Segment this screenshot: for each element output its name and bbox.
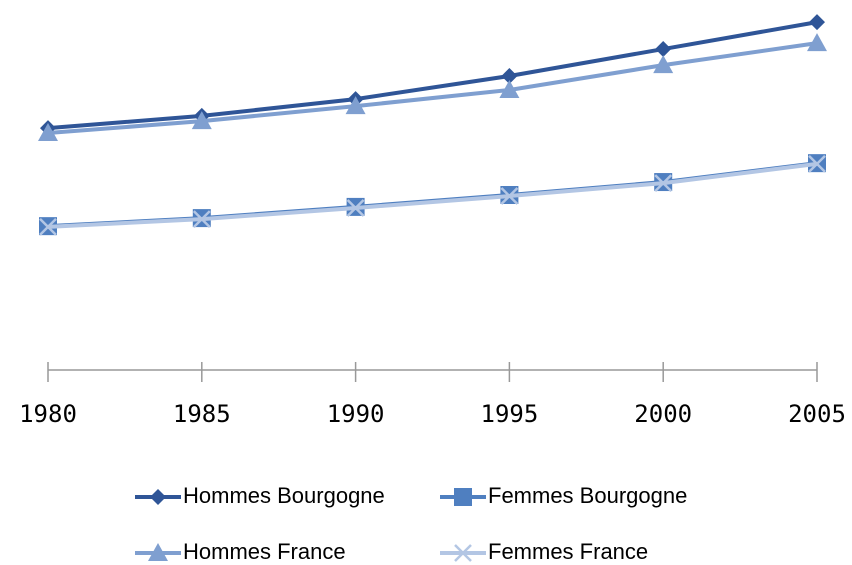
marker (191, 111, 212, 130)
marker (809, 14, 825, 31)
marker (499, 80, 520, 98)
x-tick-label: 2000 (634, 400, 692, 428)
marker (148, 543, 168, 561)
marker (346, 199, 365, 217)
legend-label: Hommes France (183, 539, 346, 564)
series-line (47, 161, 818, 229)
marker (39, 217, 57, 236)
series-line (47, 20, 818, 131)
marker (454, 488, 472, 506)
marker (501, 68, 518, 84)
marker (500, 187, 519, 205)
legend-label: Femmes Bourgogne (488, 483, 687, 508)
marker (655, 41, 672, 58)
series-line (47, 41, 818, 136)
marker (150, 489, 166, 505)
x-tick-label: 1990 (327, 400, 385, 428)
marker (345, 96, 366, 115)
marker (808, 154, 826, 173)
marker (38, 123, 58, 142)
series-line (47, 161, 818, 229)
x-tick-label: 1980 (19, 400, 77, 428)
legend-label: Hommes Bourgogne (183, 483, 385, 508)
x-tick-label: 1985 (173, 400, 231, 428)
marker (454, 544, 472, 562)
marker (653, 55, 674, 74)
x-tick-label: 2005 (788, 400, 846, 428)
marker (192, 210, 211, 229)
x-tick-label: 1995 (481, 400, 539, 428)
legend-label: Femmes France (488, 539, 648, 564)
marker (807, 33, 827, 52)
marker (654, 174, 673, 192)
